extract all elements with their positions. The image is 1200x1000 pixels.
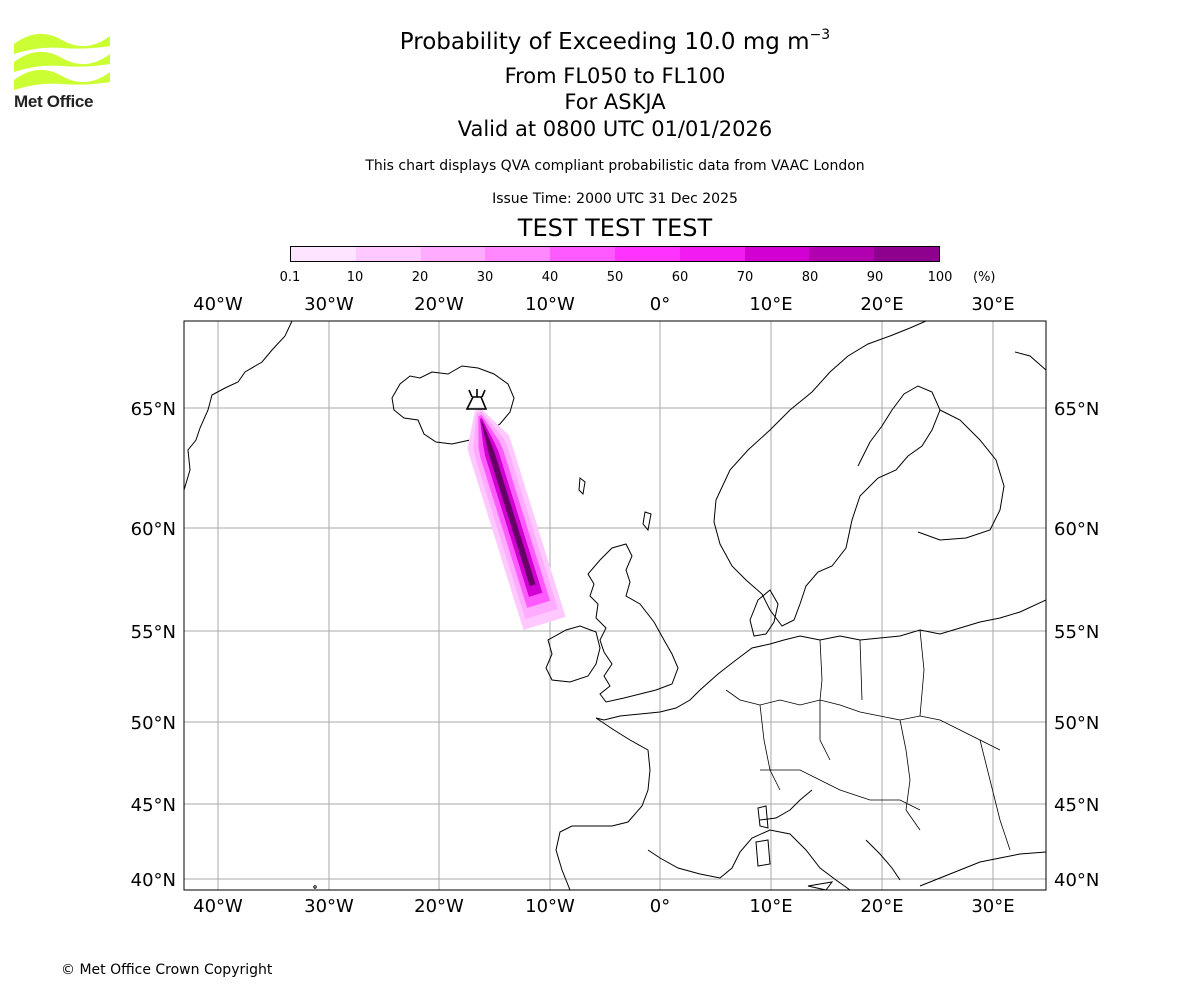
ash-plume [467,408,566,630]
lon-label-bottom: 20°E [860,896,903,917]
colorbar-tick-label: 100 [927,270,953,285]
volcano-marker [465,389,488,410]
lon-label-top: 0° [650,294,670,315]
lon-label-top: 20°W [414,294,464,315]
faroe-coast [578,477,586,496]
colorbar-tick-label: 40 [541,270,559,285]
issue-time: Issue Time: 2000 UTC 31 Dec 2025 [492,191,738,207]
azores-island [313,885,317,889]
denmark-coast [749,589,779,637]
graticule [184,321,1046,890]
colorbar-segment [744,247,810,261]
lon-label-bottom: 20°W [414,896,464,917]
colorbar-segment [809,247,875,261]
lon-label-top: 10°W [525,294,575,315]
lon-label-bottom: 10°E [749,896,792,917]
lon-label-bottom: 40°W [193,896,243,917]
lat-label-right: 45°N [1054,795,1099,816]
colorbar-tick-label: 20 [411,270,429,285]
title-exponent: −3 [809,27,831,43]
colorbar-segment [485,247,551,261]
copyright-notice: © Met Office Crown Copyright [61,962,273,978]
met-office-logo-icon [14,33,110,90]
colorbar-segment [614,247,680,261]
lon-label-bottom: 30°W [304,896,354,917]
shetland-coast [642,511,652,532]
sicily-coast [807,881,834,890]
lon-label-bottom: 0° [650,896,670,917]
axis-labels: 40°W 40°W 30°W 30°W 20°W 20°W 10°W 10°W 0° 0° 10°E… [131,294,1100,917]
chart-description: This chart displays QVA compliant probab… [365,158,865,174]
lat-label-right: 55°N [1054,622,1099,643]
colorbar-tick-label: 0.1 [279,270,301,285]
lat-label-left: 50°N [131,713,176,734]
kola-coast [1014,351,1046,371]
valid-time: Valid at 0800 UTC 01/01/2026 [457,117,773,141]
ireland-coast [545,625,601,683]
lon-label-bottom: 10°W [525,896,575,917]
lat-label-left: 60°N [131,519,176,540]
volcano-name: For ASKJA [564,90,666,114]
iceland-coast [391,365,515,445]
lat-label-left: 55°N [131,622,176,643]
scandinavia-coast [713,321,941,627]
level-range: From FL050 to FL100 [504,64,726,88]
colorbar-segment [874,247,939,261]
finland-coast [917,409,1005,541]
lon-label-top: 30°E [971,294,1014,315]
lon-label-top: 30°W [304,294,354,315]
logo-text: Met Office [14,92,94,111]
lat-label-left: 45°N [131,795,176,816]
lat-label-left: 40°N [131,870,176,891]
colorbar-tick-label: 10 [346,270,364,285]
lon-label-bottom: 30°E [971,896,1014,917]
lat-label-right: 50°N [1054,713,1099,734]
colorbar-segment [679,247,745,261]
colorbar-segment [291,247,356,261]
lat-label-right: 65°N [1054,399,1099,420]
lon-label-top: 20°E [860,294,903,315]
probability-colorbar [290,246,940,262]
colorbar-segment [550,247,615,261]
volcano-symbol-icon [465,389,488,410]
corsica-sardinia-coast [755,805,771,867]
coastlines [184,321,1046,890]
great-britain-coast [587,543,679,703]
colorbar-tick-label: 50 [606,270,624,285]
chart-title: Probability of Exceeding 10.0 mg m−3 [399,27,831,55]
test-banner: TEST TEST TEST [517,214,713,242]
plume-probability-band [481,421,536,587]
colorbar-tick-label: 80 [801,270,819,285]
greenland-coast [184,321,293,491]
colorbar-tick-label: 90 [866,270,884,285]
lat-label-left: 65°N [131,399,176,420]
colorbar-tick-label: 30 [476,270,494,285]
colorbar-unit: (%) [973,270,996,285]
continent-coast [555,599,1046,890]
map-frame [183,320,1047,891]
lat-label-right: 40°N [1054,870,1099,891]
colorbar-segment [355,247,421,261]
lat-label-right: 60°N [1054,519,1099,540]
colorbar-tick-label: 60 [671,270,689,285]
colorbar-tick-label: 70 [736,270,754,285]
country-borders [725,629,1011,851]
colorbar-segment [420,247,486,261]
lon-label-top: 10°E [749,294,792,315]
lon-label-top: 40°W [193,294,243,315]
